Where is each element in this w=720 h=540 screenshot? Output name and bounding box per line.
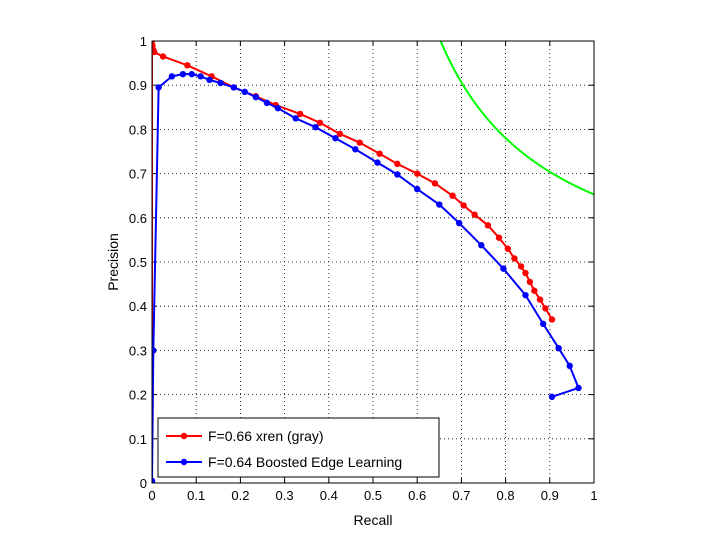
- series-0-point: [356, 139, 363, 146]
- legend-label-xren: F=0.66 xren (gray): [208, 428, 324, 444]
- series-1-point: [548, 393, 556, 401]
- x-tick-label: 0.5: [364, 488, 382, 503]
- y-tick-label: 0.9: [129, 78, 147, 93]
- series-1-point: [575, 384, 582, 392]
- plot-frame: [151, 40, 595, 484]
- series-1-point: [241, 88, 249, 96]
- legend-marker-bel: [180, 458, 188, 466]
- series-1-point: [155, 84, 162, 91]
- x-axis-label: Recall: [354, 512, 393, 528]
- series-1-point: [274, 104, 282, 112]
- y-axis-label: Precision: [105, 233, 121, 291]
- y-tick-label: 0: [140, 476, 147, 491]
- legend-box: [157, 417, 440, 478]
- series-0-point: [460, 202, 467, 209]
- series-0-point: [522, 269, 529, 277]
- series-1-point: [394, 171, 401, 178]
- series-1-point: [230, 84, 237, 91]
- series-0-point: [296, 110, 304, 118]
- series-0-point: [152, 48, 158, 56]
- y-tick-label: 0.6: [129, 211, 147, 226]
- series-1-point: [500, 265, 507, 272]
- series-0-point: [316, 119, 324, 126]
- series-0-point: [536, 296, 544, 303]
- series-1-point: [478, 242, 485, 249]
- series-0-point: [449, 192, 456, 199]
- legend-marker-xren: [180, 432, 188, 440]
- series-0-point: [414, 170, 421, 177]
- series-0-point: [504, 245, 512, 252]
- series-0-point: [548, 316, 556, 323]
- series-1-point: [332, 135, 339, 142]
- y-tick-label: 0.5: [129, 255, 147, 270]
- series-0-point: [517, 263, 525, 270]
- series-1-point: [252, 93, 260, 101]
- series-0-point: [336, 130, 344, 138]
- series-0-point: [394, 160, 401, 168]
- y-tick-label: 1: [140, 34, 147, 49]
- legend: F=0.66 xren (gray) F=0.64 Boosted Edge L…: [157, 417, 440, 478]
- series-1-point: [566, 362, 573, 370]
- y-tick-label: 0.3: [129, 343, 147, 358]
- x-tick-label: 0: [148, 488, 155, 503]
- series-0-point: [184, 62, 191, 69]
- series-1-point: [179, 70, 187, 78]
- series-1-point: [522, 291, 529, 299]
- series-1-point: [539, 320, 547, 328]
- x-tick-label: 1: [590, 488, 597, 503]
- series-1-point: [312, 123, 319, 131]
- series-1-point: [152, 347, 157, 354]
- x-tick-label: 0.2: [231, 488, 249, 503]
- series-0-point: [542, 305, 549, 312]
- legend-label-bel: F=0.64 Boosted Edge Learning: [208, 454, 402, 470]
- series-1-point: [555, 344, 562, 352]
- series-0-point: [484, 222, 492, 229]
- series-1-point: [374, 159, 381, 166]
- series-0-point: [531, 287, 538, 294]
- x-tick-label: 0.3: [276, 488, 294, 503]
- series-1-point: [206, 76, 213, 84]
- series-0-point: [431, 180, 439, 187]
- series-1-point: [455, 219, 463, 227]
- series-0-point: [471, 211, 478, 218]
- series-1-point: [197, 73, 204, 80]
- x-tick-label: 0.7: [452, 488, 470, 503]
- x-tick-label: 0.4: [320, 488, 338, 503]
- iso-f-curve: [439, 41, 594, 196]
- x-tick-label: 0.8: [497, 488, 515, 503]
- x-tick-label: 0.1: [187, 488, 205, 503]
- series-0-point: [376, 150, 383, 157]
- x-tick-label: 0.6: [408, 488, 426, 503]
- grid-lines: [152, 41, 594, 483]
- series-1-point: [188, 70, 195, 78]
- series-0-point: [526, 278, 534, 286]
- x-axis-ticks: 0 0.1 0.2 0.3 0.4 0.5 0.6 0.7 0.8 0.9 1: [148, 41, 598, 503]
- series-0-point: [159, 53, 167, 60]
- series-1-point: [263, 99, 271, 107]
- y-axis-ticks: 0 0.1 0.2 0.3 0.4 0.5 0.6 0.7 0.8 0.9 1: [129, 34, 594, 491]
- series-0-point: [511, 255, 518, 262]
- series-1-point: [152, 477, 156, 483]
- y-tick-label: 0.2: [129, 388, 147, 403]
- series-1-point: [292, 115, 299, 122]
- series-1-point: [217, 79, 224, 87]
- series-1-point: [436, 201, 443, 208]
- y-tick-label: 0.1: [129, 432, 147, 447]
- y-tick-label: 0.4: [129, 299, 147, 314]
- series-1-point: [168, 73, 176, 80]
- x-tick-label: 0.9: [541, 488, 559, 503]
- series-0-point: [495, 234, 503, 241]
- series-1-point: [352, 146, 359, 153]
- series-1-point: [414, 185, 421, 193]
- y-tick-label: 0.8: [129, 122, 147, 137]
- y-tick-label: 0.7: [129, 167, 147, 182]
